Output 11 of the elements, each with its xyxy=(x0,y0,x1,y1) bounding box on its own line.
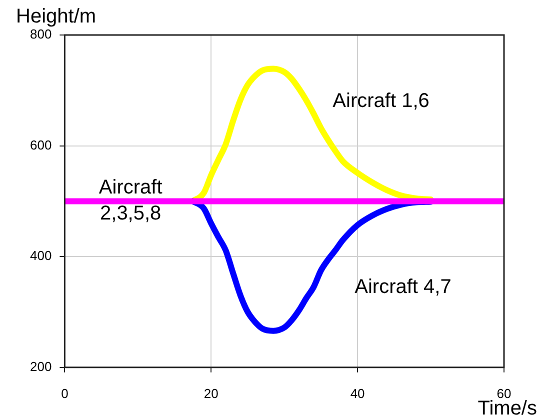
y-axis-title: Height/m xyxy=(16,6,96,28)
y-tick-label: 200 xyxy=(30,358,52,374)
x-tick-label: 0 xyxy=(61,386,68,401)
y-tick-label: 800 xyxy=(30,26,52,42)
series-label: Aircraft 4,7 xyxy=(354,276,452,298)
y-tick-label: 600 xyxy=(30,137,52,152)
series-label: Aircraft 1,6 xyxy=(332,90,430,112)
series-label: Aircraft 2,3,5,8 xyxy=(98,176,163,225)
y-tick-label: 400 xyxy=(30,248,52,264)
x-tick-label: 20 xyxy=(204,386,218,401)
x-tick-label: 40 xyxy=(350,386,365,401)
